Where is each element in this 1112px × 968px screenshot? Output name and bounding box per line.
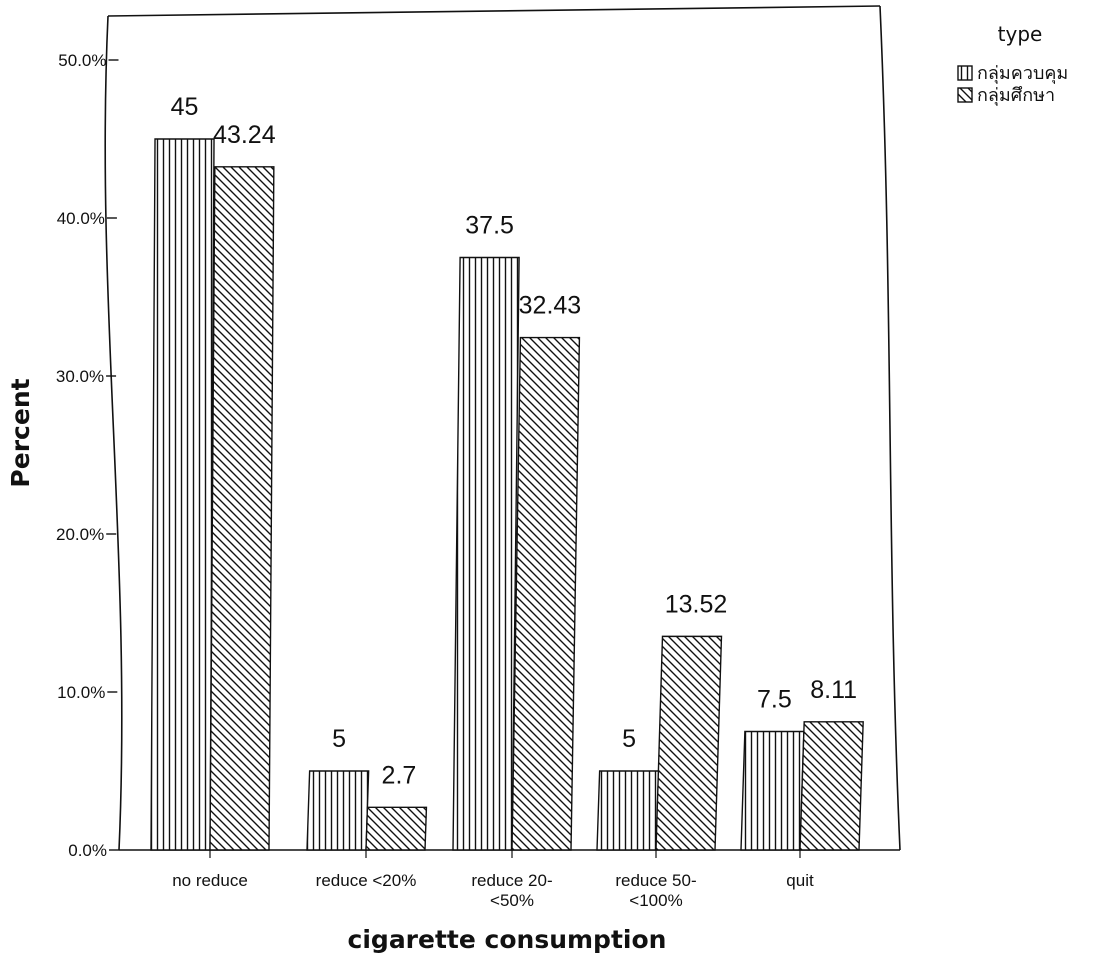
legend-title: type	[998, 22, 1043, 46]
legend: type กลุ่มควบคุม กลุ่มศึกษา	[957, 22, 1068, 106]
x-tick-label: no reduce	[172, 871, 248, 890]
data-label: 8.11	[810, 676, 857, 704]
x-tick-label: reduce 20-	[471, 871, 552, 890]
data-label: 43.24	[213, 121, 276, 149]
data-label: 5	[622, 725, 636, 753]
legend-item-series-1: กลุ่มศึกษา	[957, 85, 1055, 106]
y-axis: 0.0% 10.0% 20.0% 30.0% 40.0% 50.0%	[56, 51, 119, 860]
data-label: 2.7	[382, 761, 417, 789]
x-tick-label: quit	[786, 871, 814, 890]
bar-series-0	[452, 256, 520, 851]
y-tick-label: 10.0%	[57, 683, 105, 702]
data-labels: 45 43.24 5 2.7 37.5 32.43 5 13.52 7.5 8.11	[171, 93, 857, 789]
bar-series-0	[740, 730, 805, 851]
bar-series-0	[596, 770, 660, 851]
legend-swatch-vertical-stripes	[957, 65, 973, 81]
x-tick-label: <100%	[629, 891, 682, 910]
y-tick-label: 40.0%	[57, 209, 105, 228]
bar-series-0	[150, 138, 215, 851]
bar-series-1	[511, 336, 581, 851]
bars	[150, 138, 864, 851]
bar-series-0	[306, 770, 370, 851]
y-axis-title: Percent	[6, 378, 35, 487]
legend-swatch-diagonal-stripes	[957, 87, 973, 103]
legend-label: กลุ่มศึกษา	[977, 85, 1055, 106]
y-tick-label: 30.0%	[56, 367, 104, 386]
data-label: 37.5	[465, 212, 514, 240]
bar-series-1	[365, 806, 428, 851]
data-label: 7.5	[757, 686, 792, 714]
y-tick-label: 50.0%	[58, 51, 106, 70]
data-label: 32.43	[519, 292, 582, 320]
y-tick-label: 0.0%	[68, 841, 107, 860]
legend-label: กลุ่มควบคุม	[977, 63, 1068, 84]
x-tick-label: reduce <20%	[316, 871, 417, 890]
data-label: 5	[332, 725, 346, 753]
x-tick-label: reduce 50-	[615, 871, 696, 890]
legend-item-series-0: กลุ่มควบคุม	[957, 63, 1068, 84]
bar-series-1	[209, 166, 275, 851]
x-tick-label: <50%	[490, 891, 534, 910]
bar-series-1	[799, 721, 864, 851]
y-tick-label: 20.0%	[56, 525, 104, 544]
x-axis-title: cigarette consumption	[348, 925, 667, 954]
x-axis: no reduce reduce <20% reduce 20-<50% reduce…	[172, 850, 814, 910]
bar-series-1	[655, 635, 723, 851]
data-label: 13.52	[665, 590, 728, 618]
data-label: 45	[171, 93, 199, 121]
